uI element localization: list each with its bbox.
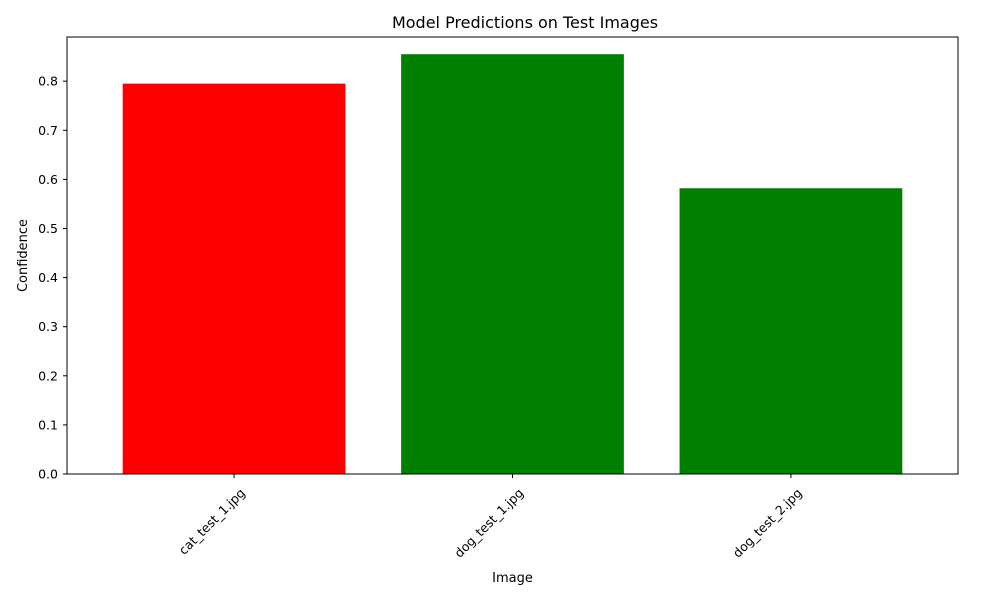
y-axis-label: Confidence — [16, 219, 31, 292]
chart-title: Model Predictions on Test Images — [392, 13, 658, 32]
y-tick-label: 0.5 — [38, 221, 58, 236]
bar-dog-test-2-jpg — [679, 188, 903, 475]
bar-dog-test-1-jpg — [401, 54, 624, 474]
y-tick-label: 0.3 — [38, 319, 58, 334]
y-tick-label: 0.0 — [38, 467, 58, 482]
y-tick-label: 0.8 — [38, 74, 58, 89]
y-tick-label: 0.1 — [38, 417, 58, 432]
plot-area — [66, 36, 959, 475]
bars-group — [122, 54, 903, 475]
y-tick-label: 0.2 — [38, 368, 58, 383]
bar-cat-test-1-jpg — [122, 83, 346, 475]
y-axis: 0.0 0.1 0.2 0.3 0.4 0.5 0.6 0.7 0.8 — [38, 74, 67, 482]
y-tick-label: 0.7 — [38, 123, 58, 138]
y-tick-label: 0.4 — [38, 270, 58, 285]
x-axis-label: Image — [492, 571, 533, 586]
y-tick-label: 0.6 — [38, 172, 58, 187]
